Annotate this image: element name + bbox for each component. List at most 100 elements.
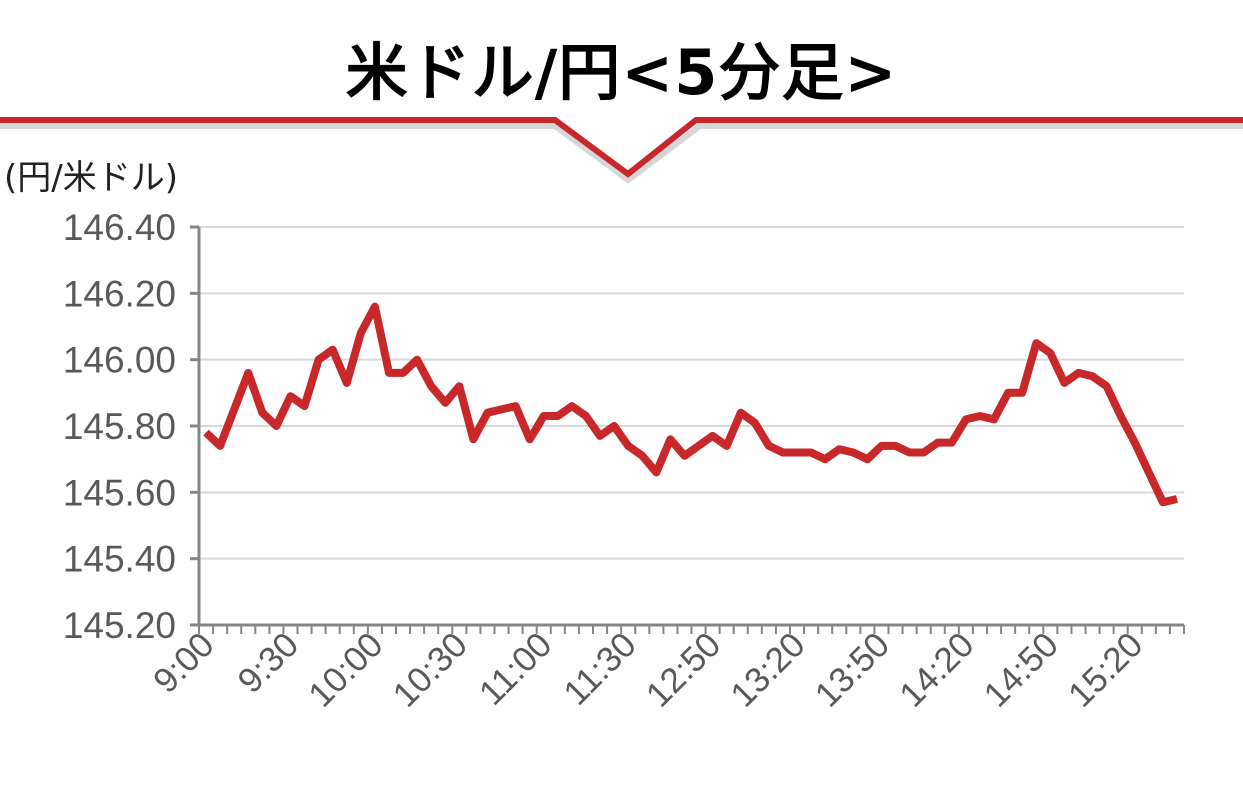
data-point (1120, 415, 1122, 417)
data-point (923, 452, 925, 454)
y-tick-label: 146.00 (63, 340, 176, 381)
data-point (1162, 501, 1164, 503)
data-point (599, 435, 601, 437)
y-tick-label: 145.60 (63, 472, 176, 513)
data-point (1021, 392, 1023, 394)
title-banner-line (0, 117, 1243, 178)
data-point (810, 452, 812, 454)
data-point (965, 418, 967, 420)
data-point (261, 412, 263, 414)
data-point (838, 448, 840, 450)
data-point (346, 382, 348, 384)
data-point (430, 385, 432, 387)
x-tick-label: 10:30 (385, 625, 475, 715)
data-point (655, 471, 657, 473)
x-tick-label: 13:20 (723, 625, 813, 715)
x-tick-label: 11:30 (556, 625, 644, 713)
data-point (1077, 372, 1079, 374)
data-point (1106, 385, 1108, 387)
data-point (796, 452, 798, 454)
data-point (529, 438, 531, 440)
data-point (585, 415, 587, 417)
data-point (768, 445, 770, 447)
data-point (416, 359, 418, 361)
data-point (374, 306, 376, 308)
data-point (219, 445, 221, 447)
x-tick-label: 12:50 (639, 625, 729, 715)
data-point (613, 425, 615, 427)
data-point (669, 438, 671, 440)
data-point (1148, 471, 1150, 473)
data-point (1049, 352, 1051, 354)
data-point (543, 415, 545, 417)
axes (190, 225, 1185, 634)
x-tick-label: 13:50 (808, 625, 898, 715)
data-point (205, 432, 207, 434)
data-point (247, 372, 249, 374)
data-point (1176, 498, 1178, 500)
title-banner (0, 117, 1243, 184)
data-point (1035, 342, 1037, 344)
data-point (275, 425, 277, 427)
data-point (388, 372, 390, 374)
x-axis-tick-labels: 9:00 9:3010:0010:3011:0011:3012:5013:2013… (146, 625, 1150, 715)
data-point (937, 442, 939, 444)
data-point (289, 395, 291, 397)
gridlines (199, 226, 1184, 560)
data-point (571, 405, 573, 407)
data-point (501, 408, 503, 410)
data-point (895, 445, 897, 447)
data-point (444, 402, 446, 404)
data-point (909, 452, 911, 454)
data-point (515, 405, 517, 407)
y-axis-unit-label: (円/米ドル) (4, 158, 178, 198)
x-tick-label: 14:50 (976, 625, 1066, 715)
data-point (979, 415, 981, 417)
data-point (698, 445, 700, 447)
x-tick-label: 9:30 (230, 625, 306, 701)
data-point (458, 385, 460, 387)
data-point (332, 349, 334, 351)
data-point (472, 438, 474, 440)
y-tick-label: 145.20 (63, 605, 176, 646)
data-point (318, 359, 320, 361)
data-point (951, 442, 953, 444)
data-point (641, 455, 643, 457)
data-point (683, 455, 685, 457)
data-point (233, 408, 235, 410)
y-tick-label: 145.80 (63, 406, 176, 447)
data-point (740, 412, 742, 414)
data-point (557, 415, 559, 417)
data-point (1134, 442, 1136, 444)
data-point (360, 332, 362, 334)
data-point (1092, 375, 1094, 377)
data-point (824, 458, 826, 460)
data-point (402, 372, 404, 374)
y-tick-label: 145.40 (63, 539, 176, 580)
data-point (852, 452, 854, 454)
data-point (712, 435, 714, 437)
data-point (627, 445, 629, 447)
x-tick-label: 11:00 (472, 625, 560, 713)
y-axis-tick-labels: 146.40 146.20 146.00 145.80 145.60 145.40 145.… (63, 207, 176, 646)
data-point (1063, 382, 1065, 384)
x-tick-label: 10:00 (301, 625, 391, 715)
data-point (486, 412, 488, 414)
series-line-usdjpy (203, 302, 1178, 507)
data-point (880, 445, 882, 447)
data-point (304, 405, 306, 407)
chart-title: 米ドル/円<5分足> (345, 36, 898, 109)
series-group (203, 302, 1178, 507)
data-point (726, 445, 728, 447)
x-tick-label: 14:20 (892, 625, 982, 715)
data-point (782, 452, 784, 454)
x-tick-label: 15:20 (1061, 625, 1151, 715)
y-tick-label: 146.40 (63, 207, 176, 248)
data-point (1007, 392, 1009, 394)
title-banner-shadow (0, 123, 1243, 184)
y-tick-label: 146.20 (63, 273, 176, 314)
data-point (754, 422, 756, 424)
data-point (866, 458, 868, 460)
data-point (993, 418, 995, 420)
